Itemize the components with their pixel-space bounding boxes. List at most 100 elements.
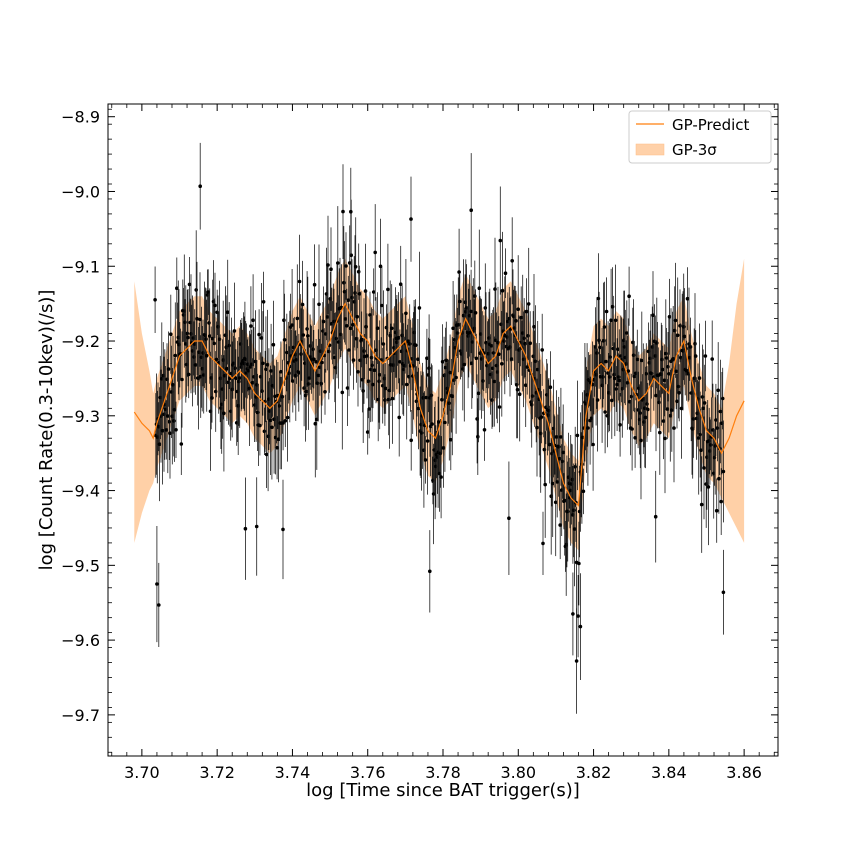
data-point [431,492,436,496]
data-point [428,569,432,574]
y-tick-label: −9.0 [61,182,100,201]
data-point [291,379,295,383]
data-point [186,372,191,377]
data-point [279,369,283,374]
y-axis-ticks: −8.9 −9.0 −9.1 −9.2 −9.3 −9.4 −9.5 −9.6 −9.7 [61,108,778,753]
data-point [638,411,643,415]
data-point [617,378,622,383]
data-point [366,379,371,384]
data-point [175,286,179,291]
data-point [251,318,255,323]
data-point [198,317,202,322]
data-point [378,264,383,269]
data-point [282,338,287,342]
data-point [281,527,285,532]
data-point [305,327,309,331]
data-point [194,288,198,292]
data-point [522,336,526,341]
data-point [404,382,409,387]
data-point [661,367,665,372]
data-point [204,353,209,358]
data-point [350,322,355,327]
data-point [365,354,369,358]
x-axis-label: log [Time since BAT trigger(s)] [306,780,580,801]
data-point [381,342,386,346]
data-point [281,421,285,425]
data-point [676,384,681,389]
data-point [314,360,318,364]
data-point [540,348,544,352]
data-point [703,354,708,358]
data-point [539,415,544,419]
data-point [684,368,689,373]
data-point [258,423,262,428]
y-tick-label: −9.2 [61,332,100,351]
data-point [573,465,577,469]
data-point [377,373,382,377]
data-point [483,306,488,310]
data-point [362,349,366,353]
data-point [646,407,650,412]
data-point [678,324,682,328]
data-point [655,341,659,345]
data-point [541,541,545,546]
x-tick-label: 3.78 [425,763,461,782]
data-point [649,371,654,376]
data-point [562,498,567,503]
data-point [425,356,429,361]
data-point [254,524,259,529]
data-point [344,264,348,268]
data-point [424,395,428,400]
data-point [173,353,178,358]
data-point [346,298,351,303]
data-point [616,347,620,352]
data-point [166,367,171,371]
data-point [525,365,529,369]
data-point [347,261,352,265]
data-point [234,376,238,381]
data-point [261,300,266,304]
data-point [294,373,298,378]
data-point [297,371,301,375]
data-point [447,401,452,406]
data-point [557,456,562,461]
data-point [386,397,391,402]
data-point [632,374,637,379]
legend-gp-3sigma-label: GP-3σ [672,141,717,159]
data-point [386,287,390,292]
data-point [626,369,631,373]
data-point [719,499,723,504]
data-point [179,442,184,446]
data-point [268,418,273,423]
data-point [586,426,590,430]
data-point [693,354,698,358]
data-point [532,324,536,329]
data-point [429,393,434,398]
data-point [417,306,422,310]
data-point [547,442,552,447]
data-point [571,612,575,616]
data-point [357,292,362,296]
data-point [457,270,461,274]
data-point [645,402,649,406]
data-point [714,418,718,422]
data-point [571,508,576,513]
data-point [542,447,547,452]
data-point [350,295,354,300]
data-point [210,396,214,400]
data-point [454,375,458,380]
data-point [507,516,511,520]
data-point [247,386,252,391]
data-point [660,357,664,362]
data-point [265,363,270,367]
data-point [164,428,169,432]
data-point [498,238,503,243]
data-point [348,326,353,331]
data-point [416,406,421,411]
data-point [462,362,467,367]
data-point [336,261,340,265]
data-point [718,409,723,414]
data-point [396,335,401,340]
data-point [670,408,674,412]
data-point [556,445,561,449]
